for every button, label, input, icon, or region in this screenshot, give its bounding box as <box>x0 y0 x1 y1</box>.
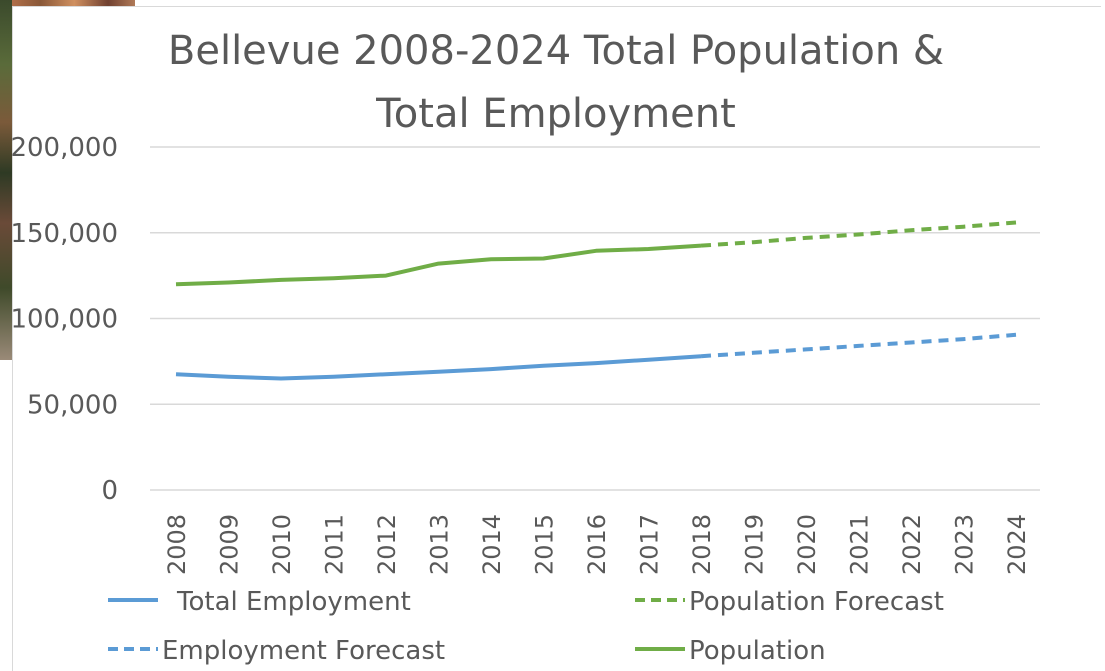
x-tick-label: 2014 <box>478 514 506 575</box>
series-lines <box>175 220 1017 381</box>
y-tick-label: 0 <box>101 476 118 506</box>
legend-label: Population Forecast <box>689 587 944 617</box>
x-tick-label: 2012 <box>373 514 401 575</box>
background-photo-edge-top <box>0 0 135 6</box>
x-tick-label: 2017 <box>636 514 664 575</box>
series-line-2 <box>700 332 1017 359</box>
x-tick-label: 2010 <box>268 514 296 575</box>
x-tick-label: 2019 <box>741 514 769 575</box>
x-tick-label: 2015 <box>531 514 559 575</box>
y-tick-label: 100,000 <box>10 305 118 335</box>
x-tick-label: 2020 <box>793 514 821 575</box>
series-line-1 <box>700 220 1017 248</box>
legend-label: Population <box>689 636 826 666</box>
x-tick-label: 2023 <box>951 514 979 575</box>
chart-title-line-2: Total Employment <box>375 91 736 137</box>
x-axis-ticks: 2008 2009 2010 2011 2012 2013 2014 2015 2016 2017… <box>163 514 1031 575</box>
chart-title-line-1: Bellevue 2008-2024 Total Population & <box>168 28 944 74</box>
y-axis-ticks: 0 50,000 100,000 150,000 200,000 <box>10 133 118 506</box>
series-line-3 <box>175 243 702 287</box>
background-photo-edge-left <box>0 0 12 360</box>
x-tick-label: 2011 <box>321 514 349 575</box>
legend: Total Employment Population Forecast Emplo… <box>108 587 944 666</box>
series-line-0 <box>175 354 702 381</box>
legend-label: Total Employment <box>176 587 411 617</box>
legend-label: Employment Forecast <box>162 636 445 666</box>
y-tick-label: 150,000 <box>10 219 118 249</box>
x-tick-label: 2008 <box>163 514 191 575</box>
x-tick-label: 2013 <box>426 514 454 575</box>
y-tick-label: 50,000 <box>27 390 118 420</box>
gridlines <box>150 146 1040 491</box>
y-tick-label: 200,000 <box>10 133 118 163</box>
x-tick-label: 2024 <box>1003 514 1031 575</box>
chart-frame <box>12 6 1101 671</box>
x-tick-label: 2022 <box>898 514 926 575</box>
x-tick-label: 2009 <box>216 514 244 575</box>
x-tick-label: 2016 <box>583 514 611 575</box>
x-tick-label: 2021 <box>846 514 874 575</box>
x-tick-label: 2018 <box>688 514 716 575</box>
